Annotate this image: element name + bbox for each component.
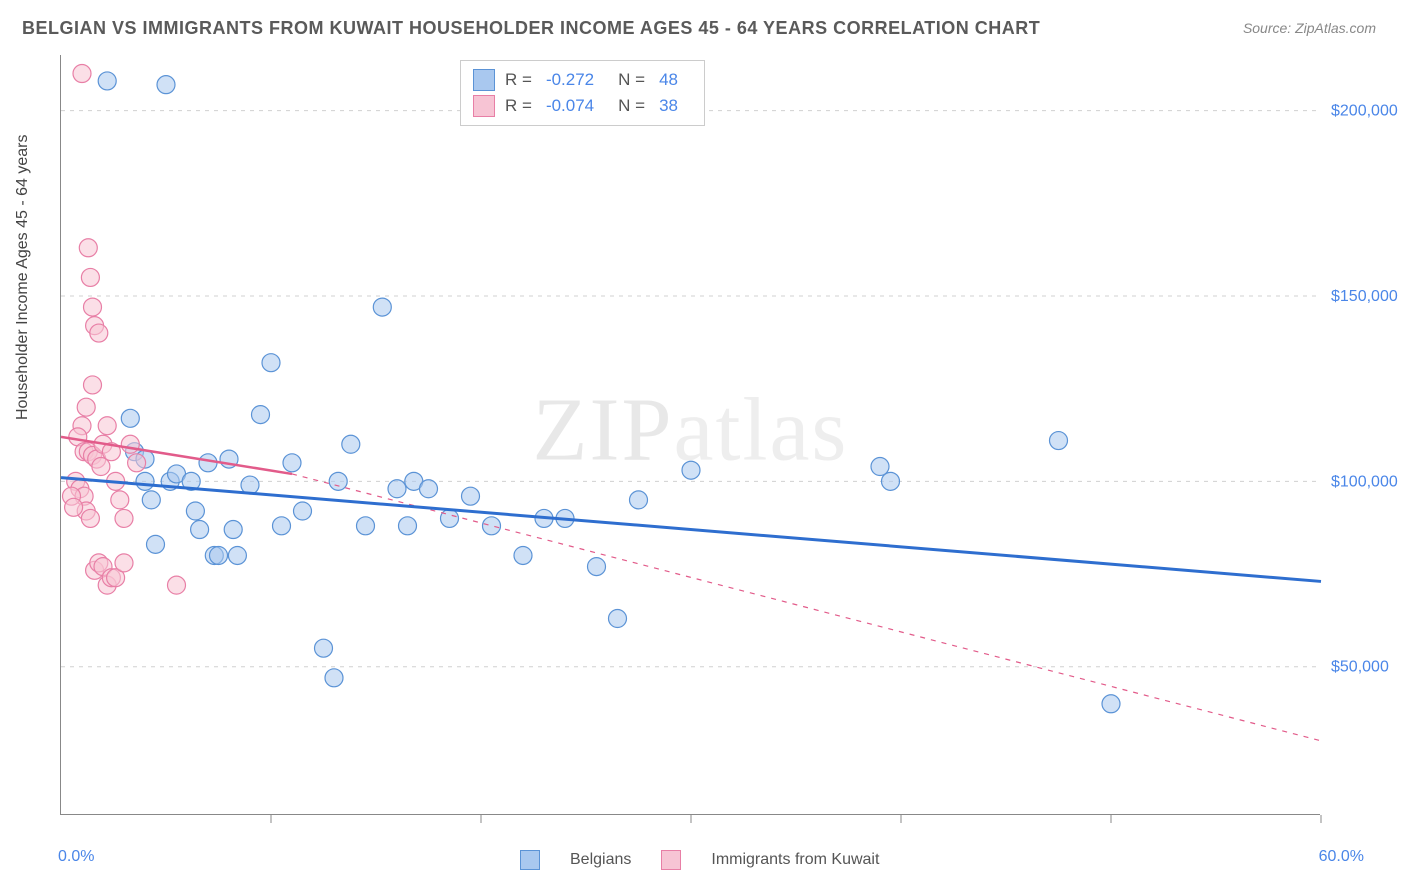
y-axis-label: Householder Income Ages 45 - 64 years	[14, 135, 32, 421]
chart-title: BELGIAN VS IMMIGRANTS FROM KUWAIT HOUSEH…	[22, 18, 1040, 39]
svg-text:$50,000: $50,000	[1331, 659, 1389, 676]
r-label: R =	[505, 70, 532, 90]
n-value-0: 48	[659, 70, 678, 90]
legend-row-series-0: R = -0.272 N = 48	[473, 67, 692, 93]
plot-area: ZIPatlas $50,000$100,000$150,000$200,000	[60, 55, 1320, 815]
r-value-1: -0.074	[546, 96, 594, 116]
svg-text:$100,000: $100,000	[1331, 473, 1398, 490]
legend-swatch-pink	[473, 95, 495, 117]
n-label: N =	[618, 96, 645, 116]
plot-svg: $50,000$100,000$150,000$200,000	[61, 55, 1321, 815]
plot-wrapper: ZIPatlas $50,000$100,000$150,000$200,000	[60, 55, 1380, 815]
correlation-legend: R = -0.272 N = 48 R = -0.074 N = 38	[460, 60, 705, 126]
r-value-0: -0.272	[546, 70, 594, 90]
x-axis-min-label: 0.0%	[58, 848, 94, 866]
n-label: N =	[618, 70, 645, 90]
svg-text:$150,000: $150,000	[1331, 288, 1398, 305]
n-value-1: 38	[659, 96, 678, 116]
source-attribution: Source: ZipAtlas.com	[1243, 20, 1376, 36]
legend-label-1: Immigrants from Kuwait	[711, 851, 879, 869]
legend-swatch-pink	[661, 850, 681, 870]
legend-swatch-blue	[473, 69, 495, 91]
series-legend: Belgians Immigrants from Kuwait	[520, 850, 879, 870]
legend-row-series-1: R = -0.074 N = 38	[473, 93, 692, 119]
x-axis-max-label: 60.0%	[1319, 848, 1364, 866]
legend-label-0: Belgians	[570, 851, 631, 869]
r-label: R =	[505, 96, 532, 116]
legend-swatch-blue	[520, 850, 540, 870]
svg-text:$200,000: $200,000	[1331, 103, 1398, 120]
